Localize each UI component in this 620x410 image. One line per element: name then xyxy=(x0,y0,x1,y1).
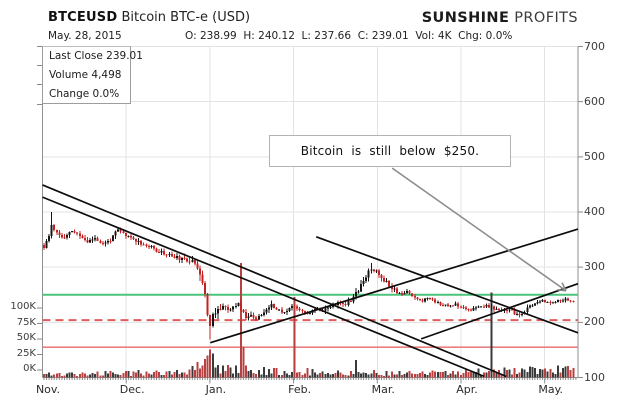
gridlines xyxy=(42,46,578,378)
volume-axis-label: 0K xyxy=(23,363,36,374)
volume-axis-label: 50K xyxy=(16,332,36,343)
volume-axis-label: 75K xyxy=(16,316,36,328)
symbol-label: BTCEUSD xyxy=(48,10,118,25)
price-axis-label: 300 xyxy=(584,260,605,274)
candlesticks xyxy=(43,212,575,340)
annotation-callout: Bitcoin is still below $250. xyxy=(269,135,511,167)
volume-axis-label: 100K xyxy=(10,301,36,312)
volume-axis-label: 25K xyxy=(16,347,36,359)
price-axis-label: 100 xyxy=(584,370,605,384)
summary-box: Last Close 239.01 Volume 4,498 Change 0.… xyxy=(42,46,143,104)
brand-light: PROFITS xyxy=(514,10,578,26)
brand-bold: SUNSHINE xyxy=(421,10,510,26)
month-label: Dec. xyxy=(119,383,145,396)
annotation-text: Bitcoin is still below $250. xyxy=(300,144,480,158)
price-axis-label: 200 xyxy=(584,315,605,329)
month-label: Jan. xyxy=(205,383,227,396)
symbol-description-text: Bitcoin BTC-e (USD) xyxy=(121,10,251,25)
month-label: Nov. xyxy=(35,383,61,396)
month-label: Feb. xyxy=(288,383,312,396)
price-axis-label: 700 xyxy=(584,39,605,53)
brand-logo: SUNSHINE PROFITS xyxy=(422,10,578,26)
price-axis-label: 600 xyxy=(584,94,605,108)
month-label: Mar. xyxy=(371,383,395,396)
month-label: Apr. xyxy=(456,383,478,396)
volume-bars xyxy=(43,263,575,378)
price-axis-label: 500 xyxy=(584,149,605,163)
annotation-arrow xyxy=(391,167,567,292)
change-row: Change 0.0% xyxy=(49,88,120,100)
chart-title: BTCEUSD Bitcoin BTC-e (USD) xyxy=(48,10,250,25)
last-close-row: Last Close 239.01 xyxy=(49,50,143,62)
volume-row: Volume 4,498 xyxy=(49,69,122,81)
quote-date: May. 28, 2015 xyxy=(48,30,122,42)
month-label: May. xyxy=(538,383,564,396)
ohlc-summary: O: 238.99 H: 240.12 L: 237.66 C: 239.01 … xyxy=(185,30,513,42)
price-axis-label: 400 xyxy=(584,205,605,218)
trendlines xyxy=(42,184,579,378)
